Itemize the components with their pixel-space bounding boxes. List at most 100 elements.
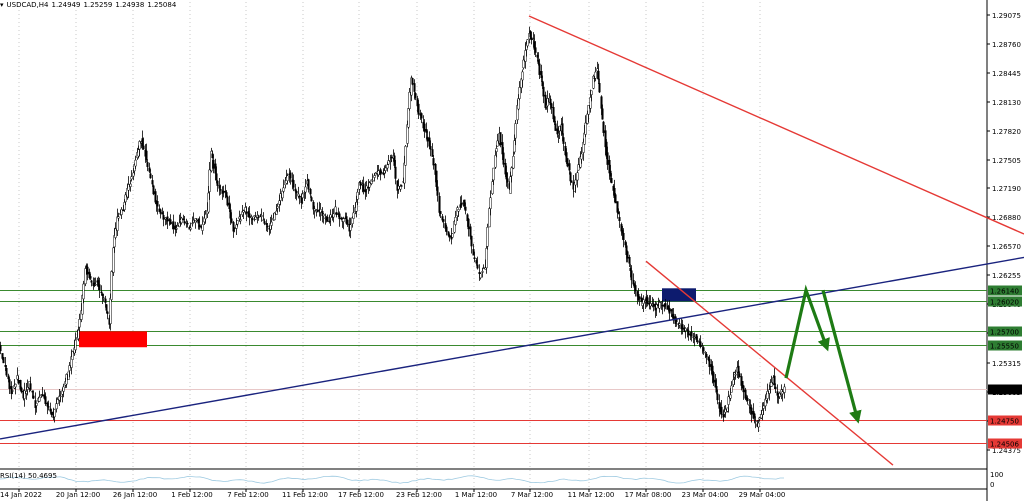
candle-body — [14, 383, 17, 388]
candle-body — [757, 422, 760, 428]
level-tag — [988, 285, 1022, 296]
candle-body — [11, 390, 14, 392]
candle-body — [569, 172, 572, 182]
candle-body — [754, 420, 757, 423]
candle-body — [35, 402, 38, 406]
level-tag-label: 1.24750 — [990, 418, 1019, 426]
candle-body — [518, 87, 521, 99]
level-tag — [988, 438, 1022, 449]
candle-body — [215, 173, 218, 181]
candle-body — [512, 156, 515, 169]
candle-body — [686, 329, 689, 331]
candle-body — [718, 402, 721, 409]
x-tick-label: 26 Jan 12:00 — [113, 491, 157, 499]
candle-body — [526, 39, 529, 47]
candle-body — [502, 152, 505, 165]
candle-body — [509, 176, 512, 194]
candle-body — [729, 394, 732, 399]
y-tick-label: 1.26255 — [992, 272, 1021, 280]
candle-body — [660, 301, 663, 303]
x-tick-label: 20 Jan 12:00 — [56, 491, 100, 499]
candle-body — [90, 280, 93, 283]
candle-body — [705, 353, 708, 357]
candle-body — [495, 148, 498, 152]
candle-body — [26, 387, 29, 390]
level-tag — [988, 384, 1022, 395]
candle-body — [282, 187, 285, 192]
candle-body — [554, 123, 557, 131]
candle-body — [778, 393, 781, 397]
candle-body — [379, 169, 382, 175]
candle-body — [715, 386, 718, 393]
rsi-scale-bottom: 0 — [990, 481, 994, 489]
candle-body — [742, 385, 745, 393]
candle-body — [753, 413, 756, 418]
candle-body — [470, 235, 473, 247]
candle-body — [145, 150, 148, 160]
y-tick-label: 1.28445 — [992, 70, 1021, 78]
candle-body — [467, 218, 470, 230]
candle-body — [342, 218, 345, 222]
candle-body — [640, 297, 643, 302]
candle-body — [726, 407, 729, 412]
candle-body — [275, 210, 278, 215]
projection-arrow — [784, 284, 830, 379]
candle-body — [183, 221, 186, 224]
candle-body — [124, 194, 127, 203]
candle-body — [538, 63, 541, 75]
level-tag-label: 1.25084 — [990, 387, 1019, 395]
candle-body — [690, 331, 693, 337]
level-tag — [988, 340, 1022, 351]
candle-body — [281, 190, 284, 199]
candle-body — [594, 71, 597, 79]
x-tick-label: 1 Feb 12:00 — [171, 491, 212, 499]
candle-body — [658, 302, 661, 309]
candle-body — [496, 140, 499, 147]
candle-body — [78, 319, 81, 328]
candle-body — [596, 68, 599, 72]
candle-body — [266, 225, 269, 228]
candle-body — [387, 160, 390, 165]
candle-body — [701, 345, 704, 347]
candle-body — [98, 284, 101, 290]
candle-body — [394, 166, 397, 179]
candle-body — [442, 219, 445, 222]
candle-body — [7, 375, 10, 380]
candle-body — [326, 216, 329, 222]
y-tick-label: 1.28130 — [992, 99, 1021, 107]
candle-body — [162, 215, 165, 220]
candle-body — [762, 405, 765, 409]
level-tag-label: 1.26140 — [990, 288, 1019, 296]
trend-line — [528, 15, 1024, 235]
candle-body — [621, 230, 624, 234]
candle-body — [156, 201, 159, 207]
candle-body — [141, 138, 144, 147]
candle-body — [109, 297, 112, 324]
candle-body — [316, 210, 319, 213]
candle-body — [638, 296, 641, 299]
candle-body — [117, 216, 120, 219]
candle-body — [270, 221, 273, 226]
candle-body — [295, 191, 298, 194]
candle-body — [482, 267, 485, 269]
candle-body — [276, 206, 279, 209]
dropdown-arrow-icon[interactable]: ▾ — [0, 1, 4, 9]
candle-body — [584, 122, 587, 135]
candle-body — [8, 379, 11, 389]
candle-body — [390, 156, 393, 159]
candle-body — [693, 336, 696, 339]
candle-body — [101, 293, 104, 296]
candle-body — [629, 267, 632, 271]
candle-body — [172, 221, 175, 229]
candle-body — [74, 339, 77, 351]
candle-body — [451, 233, 454, 238]
candle-body — [770, 382, 773, 387]
candle-body — [626, 251, 629, 259]
y-tick-label: 1.29075 — [992, 12, 1021, 20]
candle-body — [722, 414, 725, 418]
candle-body — [664, 303, 667, 306]
candle-body — [750, 407, 753, 415]
candle-body — [239, 219, 242, 222]
